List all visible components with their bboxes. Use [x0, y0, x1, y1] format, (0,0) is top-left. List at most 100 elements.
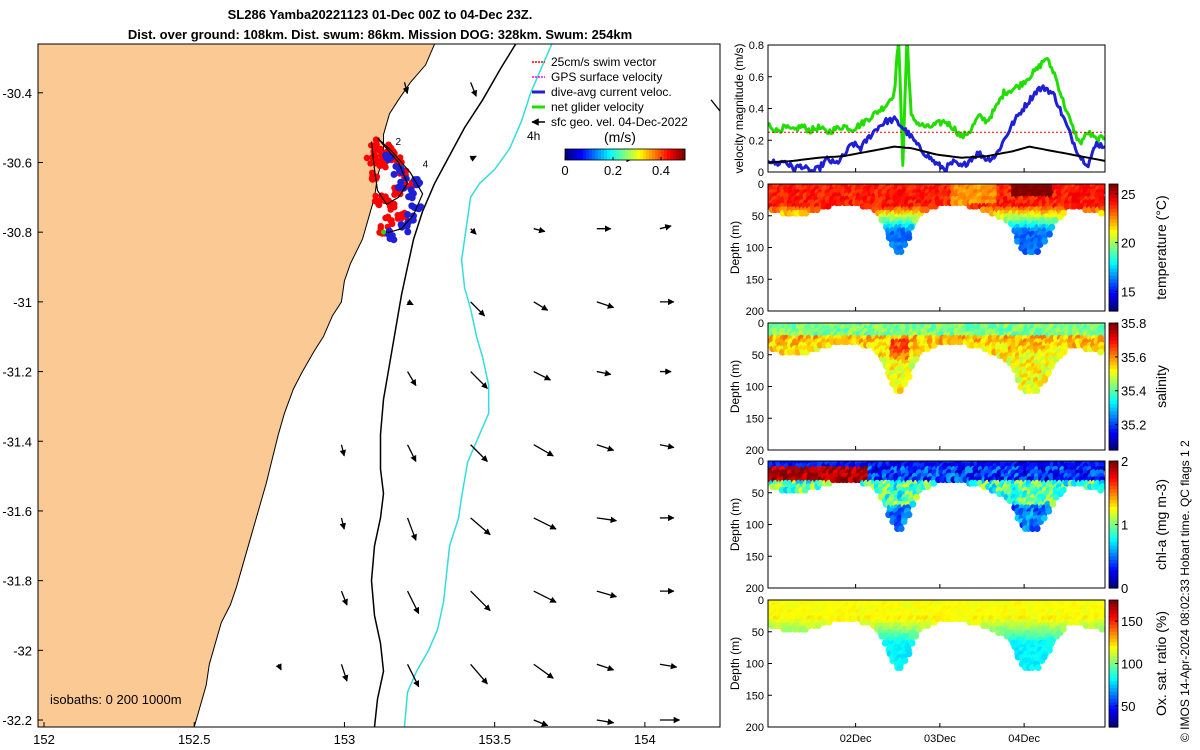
colorbar-segment — [1109, 674, 1118, 679]
map-x-tick-label: 152 — [33, 732, 55, 747]
dive-avg-current-mark — [385, 227, 393, 235]
colorbar-segment — [1109, 603, 1118, 608]
section-data-point — [1022, 248, 1029, 256]
section-data-point — [901, 657, 909, 664]
colorbar-tick-label: 2 — [1121, 454, 1128, 469]
section-data-point — [1048, 223, 1056, 231]
geo-velocity-arrow — [275, 663, 282, 671]
swim-vector-mark — [377, 223, 384, 230]
colorbar-segment — [1109, 719, 1118, 725]
colorbar-segment — [1109, 464, 1118, 469]
section-data-point — [911, 216, 919, 224]
colorbar-segment — [1109, 340, 1118, 345]
colorbar-tick-label: 0 — [561, 163, 568, 178]
section-data-point — [908, 639, 916, 647]
swim-vector-mark — [382, 214, 389, 222]
colorbar-segment — [1109, 503, 1118, 508]
colorbar-segment — [1109, 684, 1118, 689]
section-y-tick-label: 0 — [758, 595, 764, 607]
section-data-point — [1060, 348, 1068, 356]
colorbar-segment — [1109, 286, 1118, 291]
dive-avg-current-mark — [383, 152, 391, 159]
geo-velocity-arrow — [402, 82, 410, 95]
section-data-point — [817, 479, 824, 487]
colorbar-segment — [1109, 347, 1118, 352]
colorbar-tick-label: 35.2 — [1121, 418, 1146, 433]
map-x-tick-label: 154 — [634, 732, 656, 747]
colorbar-segment — [1109, 361, 1118, 366]
colorbar-variable-label: Ox. sat. ratio (%) — [1153, 611, 1169, 716]
colorbar-segment — [676, 149, 680, 160]
section-data-point — [820, 618, 828, 626]
geo-velocity-arrow — [470, 82, 478, 97]
colorbar-tick-label: 35.8 — [1121, 316, 1146, 331]
colorbar-unit-label: (m/s) — [604, 129, 636, 145]
colorbar-segment — [1109, 229, 1118, 234]
colorbar-segment — [1109, 510, 1118, 515]
colorbar-segment — [1109, 330, 1118, 335]
section-data-point — [1067, 618, 1075, 626]
swim-vector-mark — [367, 160, 374, 167]
colorbar-segment — [574, 149, 578, 160]
colorbar-segment — [643, 149, 647, 160]
section-data-point — [1059, 625, 1067, 633]
colorbar-segment — [1109, 236, 1118, 242]
colorbar-segment — [1109, 652, 1118, 658]
colorbar-segment — [1109, 691, 1118, 696]
colorbar-segment — [1109, 205, 1118, 210]
map-y-tick-label: -31.4 — [2, 434, 32, 449]
colorbar-segment — [1109, 226, 1118, 231]
geo-velocity-arrow — [533, 590, 557, 603]
colorbar-segment — [1109, 617, 1118, 622]
colorbar-frame — [1108, 322, 1119, 451]
map-y-tick-label: -30.6 — [2, 155, 32, 170]
geo-velocity-arrow — [659, 662, 678, 670]
colorbar-segment — [1109, 638, 1118, 643]
colorbar-segment — [1109, 485, 1118, 490]
section-data-point — [786, 625, 794, 633]
section-data-point — [897, 248, 905, 256]
colorbar-tick-label: 1 — [1121, 518, 1128, 533]
colorbar-segment — [1109, 628, 1118, 633]
map-x-tick-label: 153 — [334, 732, 356, 747]
colorbar-segment — [1109, 517, 1118, 522]
section-data-point — [1041, 376, 1048, 384]
figure-title-line1: SL286 Yamba20221123 01-Dec 00Z to 04-Dec… — [227, 7, 533, 22]
geo-velocity-arrow — [596, 444, 615, 452]
dive-avg-current-mark — [404, 228, 412, 236]
colorbar-segment — [1109, 695, 1118, 700]
geo-velocity-arrow — [406, 590, 420, 615]
colorbar-segment — [670, 149, 674, 160]
glider-track-line — [370, 137, 424, 233]
geo-velocity-arrow — [533, 370, 552, 381]
colorbar-tick-label: 0 — [1121, 581, 1128, 596]
section-y-tick-label: 150 — [746, 274, 764, 286]
geo-velocity-arrow — [659, 224, 672, 231]
section-data-point — [905, 511, 913, 519]
colorbar-segment — [1109, 375, 1118, 381]
velocity-y-tick-label: 0 — [758, 167, 764, 179]
colorbar-segment — [1109, 489, 1118, 494]
colorbar-segment — [679, 149, 683, 160]
section-y-tick-label: 0 — [758, 318, 764, 330]
geo-velocity-arrow — [596, 370, 612, 377]
colorbar-segment — [1109, 425, 1118, 430]
colorbar-segment — [1109, 243, 1118, 249]
colorbar-segment — [637, 149, 641, 160]
legend-label: GPS surface velocity — [551, 70, 662, 84]
colorbar-segment — [652, 149, 656, 160]
colorbar-segment — [1109, 716, 1118, 721]
colorbar-segment — [1109, 607, 1118, 612]
colorbar-segment — [1109, 240, 1118, 245]
colorbar-segment — [1109, 300, 1118, 305]
colorbar-segment — [1109, 258, 1118, 263]
section-data-point — [1033, 525, 1041, 532]
colorbar-segment — [1109, 621, 1118, 626]
section-data-point — [1040, 653, 1048, 661]
geo-velocity-arrow — [533, 301, 549, 311]
colorbar-segment — [1109, 645, 1118, 650]
section-data-point — [1046, 646, 1053, 654]
dive-avg-current-mark — [407, 186, 415, 194]
colorbar-segment — [1109, 670, 1118, 675]
section-data-point — [923, 206, 930, 214]
